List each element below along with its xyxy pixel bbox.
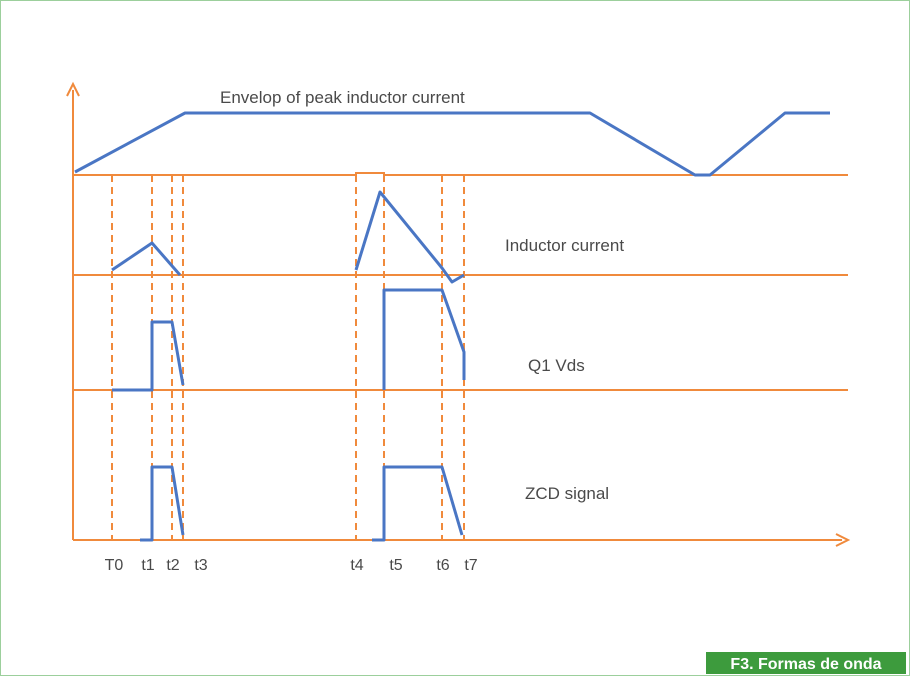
envelope-wave bbox=[74, 111, 830, 177]
signal-label: Q1 Vds bbox=[528, 356, 585, 375]
time-label: t3 bbox=[194, 557, 207, 574]
time-label: t6 bbox=[436, 557, 449, 574]
waveforms bbox=[74, 111, 830, 542]
time-label: t2 bbox=[166, 557, 179, 574]
vds-wave bbox=[112, 320, 185, 392]
caption: F3. Formas de onda bbox=[730, 656, 881, 673]
inductor-wave bbox=[354, 190, 465, 284]
zcd-wave bbox=[140, 465, 185, 542]
time-label: T0 bbox=[105, 557, 124, 574]
signal-label: Inductor current bbox=[505, 236, 624, 255]
time-label: t1 bbox=[141, 557, 154, 574]
axes bbox=[66, 81, 851, 547]
time-label: t4 bbox=[350, 557, 363, 574]
time-label: t7 bbox=[464, 557, 477, 574]
time-label: t5 bbox=[389, 557, 402, 574]
vds-wave bbox=[382, 288, 466, 390]
signal-label: Envelop of peak inductor current bbox=[220, 88, 465, 107]
zcd-wave bbox=[372, 465, 464, 542]
inductor-wave bbox=[111, 241, 182, 276]
caption-box bbox=[706, 652, 906, 674]
baselines bbox=[73, 172, 848, 391]
signal-label: ZCD signal bbox=[525, 484, 609, 503]
